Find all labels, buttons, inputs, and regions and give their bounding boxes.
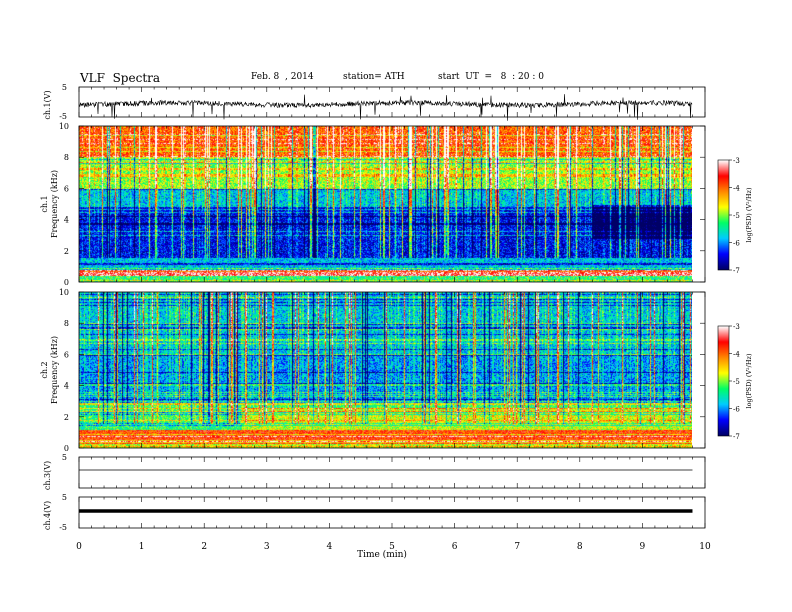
ch1-colorbar-tick-label: -5 [733,212,740,220]
ch2-freq-label: Frequency (kHz) [50,336,59,404]
ch2-freq-tick-label: 10 [59,288,69,297]
x-tick-label: 0 [76,542,82,552]
ch1-freq-label: Frequency (kHz) [50,170,59,238]
ch1-colorbar-tick-label: -4 [733,185,740,193]
ch1-freq-tick-label: 6 [64,184,69,193]
ch1-channel-label: ch.1 [40,195,49,212]
ch4-tick-label: 5 [62,493,67,502]
ch2-freq-tick-label: 4 [64,382,69,391]
x-tick-label: 4 [327,542,333,552]
ch1-spectrogram-image [79,126,692,282]
ch1-freq-tick-label: 4 [64,216,69,225]
ch1-freq-tick-label: 10 [59,122,69,131]
ch3-ylabel: ch.3(V) [43,461,52,490]
ch2-colorbar [718,326,729,436]
ch1-tick-label: 5 [62,83,67,92]
ch1-freq-tick-label: 2 [64,247,69,256]
ch2-colorbar-label: log(PSD) (V²/Hz) [745,353,753,408]
x-tick-label: 5 [389,542,395,552]
start-ut-label: start UT = 8 : 20 : 0 [438,72,544,82]
ch4-tick-label: -5 [59,523,67,532]
ch2-freq-tick-label: 0 [64,444,69,453]
ch1-colorbar-tick-label: -7 [733,267,740,275]
ch1-colorbar-label: log(PSD) (V²/Hz) [745,187,753,242]
ch1-colorbar-tick-label: -3 [733,157,740,165]
x-tick-label: 2 [201,542,207,552]
x-tick-label: 7 [514,542,520,552]
ch2-freq-tick-label: 8 [64,319,69,328]
x-tick-label: 10 [699,542,711,552]
figure-title: VLF Spectra [80,71,161,85]
ch3-tick-label: 5 [62,453,67,462]
ch1-ylabel: ch.1(V) [43,90,52,119]
ch4-ylabel: ch.4(V) [43,501,52,530]
x-tick-label: 6 [452,542,458,552]
x-tick-label: 3 [264,542,270,552]
x-tick-label: 8 [577,542,583,552]
trace-layer [78,94,693,513]
ch2-channel-label: ch.2 [40,361,49,378]
x-tick-label: 1 [139,542,145,552]
ch2-colorbar-tick-label: -5 [733,378,740,386]
ch1-colorbar-tick-label: -6 [733,240,740,248]
x-tick-label: 9 [640,542,646,552]
frame-layer [78,86,732,529]
ch2-colorbar-tick-label: -6 [733,406,740,414]
x-axis-label: Time (min) [357,549,407,560]
ch2-colorbar-tick-label: -4 [733,351,740,359]
spectrogram-layer [79,126,729,448]
ch1-freq-tick-label: 8 [64,153,69,162]
ch1-trace [78,94,693,121]
date-label: Feb. 8 , 2014 [251,72,314,82]
ch1-tick-label: -5 [59,112,67,121]
ch2-freq-tick-label: 6 [64,350,69,359]
ch1-freq-tick-label: 0 [64,278,69,287]
ch2-freq-tick-label: 2 [64,413,69,422]
station-label: station= ATH [343,72,405,82]
ch1-colorbar [718,160,729,270]
ch2-spectrogram-image [79,292,692,448]
ch2-colorbar-tick-label: -3 [733,323,740,331]
ch2-colorbar-tick-label: -7 [733,433,740,441]
